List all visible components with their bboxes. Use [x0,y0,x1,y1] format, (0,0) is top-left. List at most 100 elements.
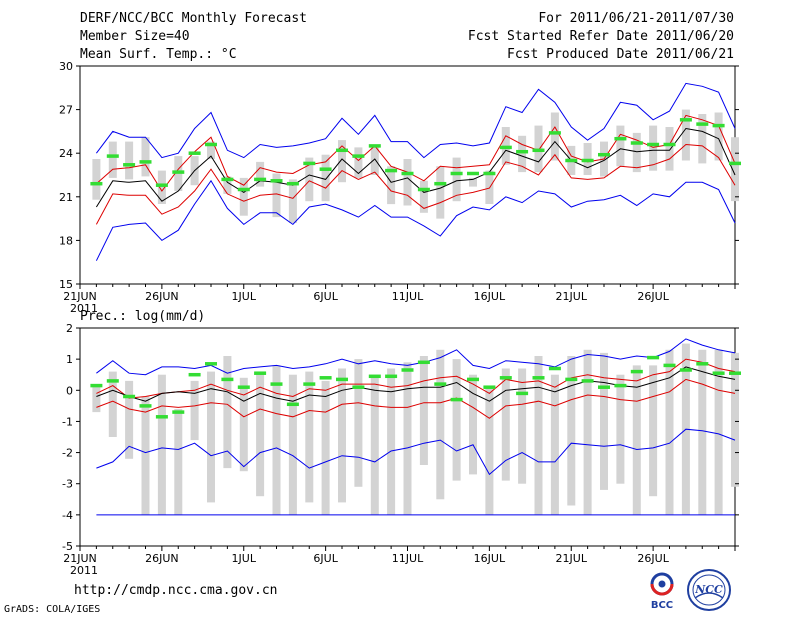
temp-spread-bar [436,166,445,219]
prec-ytick-label: 0 [66,384,73,397]
prec-spread-bar [370,374,379,515]
temp-spread-bar [141,137,150,177]
prec-series-min [96,428,736,476]
prec-ytick-label: -1 [62,415,73,428]
temp-spread-bar [223,176,232,194]
prec-spread-bar [223,356,232,469]
temp-spread-bar [108,141,117,178]
prec-xtick-label: 6JUL [313,552,338,565]
temp-variable-label: Mean Surf. Temp.: °C [80,47,237,62]
ncc-logo: NCC [686,568,732,612]
prec-spread-bar [518,368,527,484]
temp-spread-bar [239,177,248,216]
prec-spread-bar [616,374,625,484]
prec-spread-bar [403,362,412,515]
temp-spread-bar [288,179,297,223]
prec-spread-bar [108,371,117,437]
temp-spread-bar [419,180,428,213]
prec-spread-bar [583,349,592,515]
chart-title: DERF/NCC/BCC Monthly Forecast [80,11,307,26]
bcc-logo-text: BCC [651,600,673,611]
temp-series-min [95,179,736,261]
temp-spread-bar [632,132,641,173]
prec-spread-bar [567,356,576,506]
temp-spread-bar [370,145,379,175]
prec-xtick-label: 1JUL [232,552,257,565]
prec-spread-bar [698,349,707,515]
prec-spread-bar [207,371,215,503]
temp-series-lower [95,143,736,225]
prec-year-label: 2011 [70,564,98,577]
temp-ytick-label: 15 [59,278,73,291]
temp-spread-bar [272,173,281,218]
prec-spread-bar [272,365,281,515]
prec-ytick-label: 1 [66,353,73,366]
prec-xtick-label: 26JUN [145,552,179,565]
temp-series-max [96,82,736,159]
prec-ytick-label: -2 [62,447,73,460]
temp-spread-bar [649,125,658,171]
prec-ytick-label: -5 [62,540,73,553]
prec-xtick-label: 16JUL [474,552,506,565]
prec-spread-bar [338,368,346,503]
prec-ytick-label: 2 [66,322,73,335]
temp-spread-bar [518,135,527,173]
temp-spread-bar [469,177,477,187]
prec-xtick-label: 21JUL [556,552,588,565]
temperature-panel: 15 18 21 24 27 30 21JUN 26JUN 1JUL 6JUL 11JUL 16JUL… [59,60,741,315]
prec-spread-bar [190,380,199,441]
temp-spread-bar [92,159,101,200]
prec-spread-bar [731,352,739,487]
temp-spread-bar [207,141,215,159]
prec-spread-bar [649,365,658,497]
prec-spread-bar [256,371,265,497]
prec-spread-bar [141,396,150,515]
temp-xtick-label: 21JUN [63,290,97,303]
temp-spread-bar [665,127,674,171]
prec-spread-bar [288,374,297,515]
temp-spread-bar [616,125,625,167]
prec-spread-bar [534,356,543,515]
temp-ytick-label: 30 [59,60,73,73]
prec-spread-bar [419,356,428,465]
prec-series-lower [96,378,736,419]
temp-spread-bar [354,147,363,178]
temp-xtick-label: 16JUL [474,290,506,303]
temp-ytick-label: 21 [59,191,73,204]
prec-spread-bar [305,371,314,503]
prec-spread-bar [125,380,134,459]
temp-series-upper [96,114,736,192]
temp-spread-bar [731,137,739,202]
prec-spread-bar [550,374,559,515]
temp-spread-bar [157,170,166,204]
temp-spread-bar [403,159,412,206]
temp-series-mean [95,127,736,208]
prec-spread-bar [157,374,166,515]
prec-xtick-label: 21JUN [63,552,97,565]
prec-spread-bar [387,368,396,515]
temp-spread-bar [305,157,314,202]
prec-spread-bar [469,374,477,475]
temp-xtick-label: 6JUL [313,290,338,303]
temp-ytick-label: 27 [59,104,73,117]
temp-xtick-label: 26JUN [145,290,179,303]
temp-spread-bar [714,112,723,161]
precip-variable-label: Prec.: log(mm/d) [80,309,206,324]
prec-series-max [96,338,736,376]
prec-series-upper [96,358,736,399]
prec-xtick-label: 11JUL [392,552,424,565]
source-url[interactable]: http://cmdp.ncc.cma.gov.cn [74,583,278,598]
prec-spread-bar [600,352,608,490]
ncc-logo-text: NCC [694,583,723,596]
bcc-logo: BCC [641,569,683,611]
prec-spread-bar [452,359,461,481]
prec-spread-bar [436,349,445,500]
prec-xtick-label: 26JUL [637,552,669,565]
prec-spread-bar [665,349,674,515]
temp-xtick-label: 1JUL [232,290,257,303]
forecast-start-date: Fcst Started Refer Date 2011/06/20 [467,29,734,44]
temp-xtick-label: 21JUL [556,290,588,303]
temp-xtick-label: 11JUL [392,290,424,303]
prec-ytick-label: -4 [62,509,73,522]
